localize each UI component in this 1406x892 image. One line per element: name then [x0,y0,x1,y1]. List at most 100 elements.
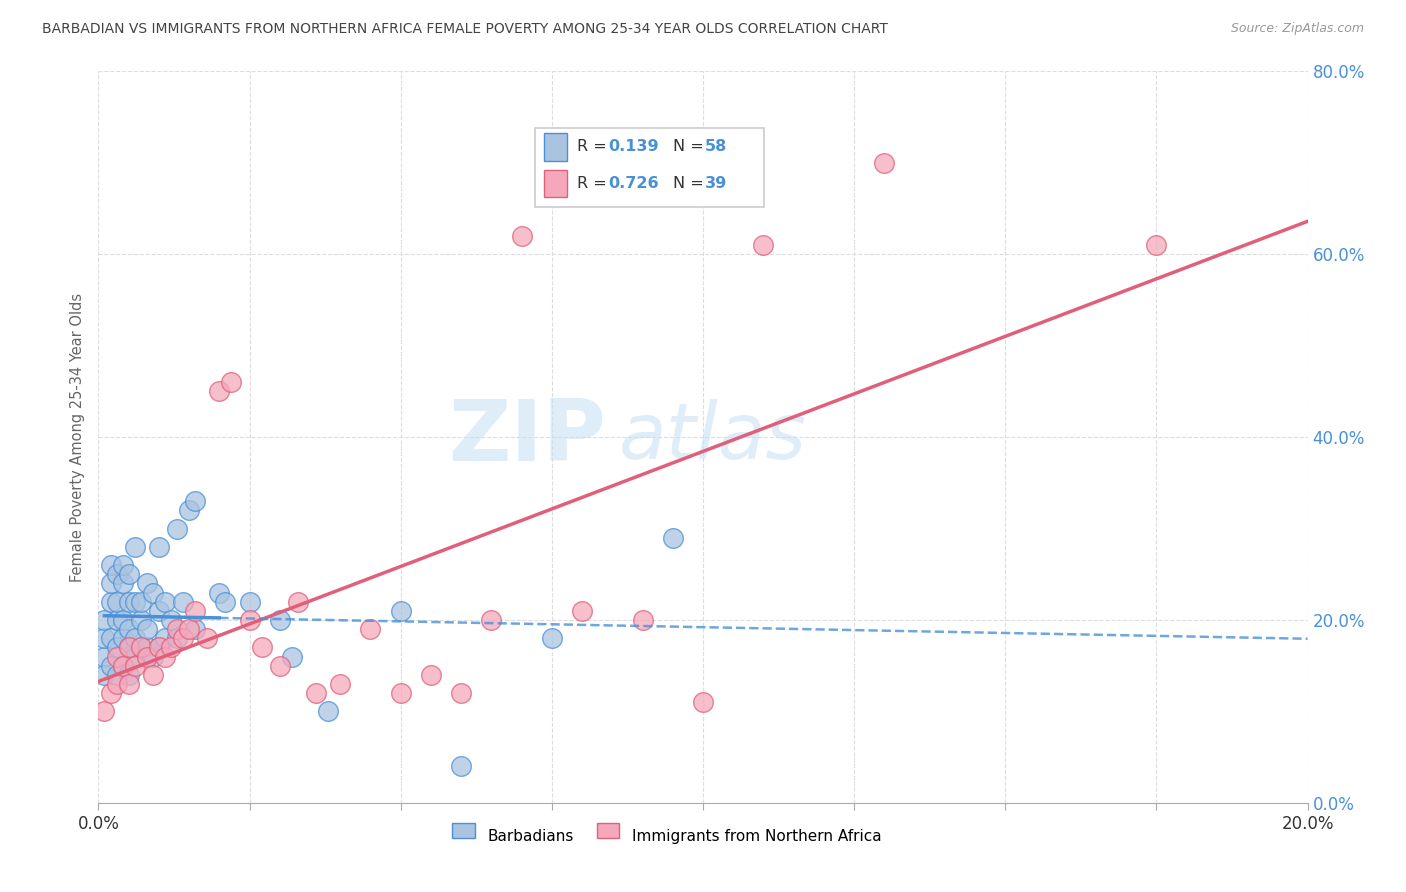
Point [118,640,141,655]
Point [148,640,170,655]
Point [93,632,115,646]
Point [111,658,134,673]
Point [111,632,134,646]
Text: Source: ZipAtlas.com: Source: ZipAtlas.com [1230,22,1364,36]
Point [166,622,188,636]
Point [269,658,291,673]
Point [389,604,412,618]
Point [510,229,533,244]
Text: N =: N = [672,139,709,154]
Point [124,649,146,664]
Point [118,677,141,691]
Point [195,632,218,646]
Point [160,613,183,627]
Text: ZIP: ZIP [449,395,606,479]
Point [135,649,157,664]
Point [124,594,146,608]
Point [692,695,714,709]
Point [105,613,128,627]
Point [179,622,201,636]
Point [100,632,122,646]
Point [184,604,207,618]
Point [93,705,115,719]
Text: N =: N = [672,176,709,191]
Point [420,667,443,681]
Point [281,649,304,664]
Point [142,649,165,664]
Point [129,640,152,655]
Point [1144,238,1167,252]
Point [287,594,309,608]
Point [93,613,115,627]
Point [111,576,134,591]
Point [118,667,141,681]
Point [124,632,146,646]
Point [389,686,412,700]
Point [184,622,207,636]
Point [148,604,170,618]
Legend: Barbadians, Immigrants from Northern Africa: Barbadians, Immigrants from Northern Afr… [446,822,887,850]
Point [305,686,328,700]
Point [135,576,157,591]
Point [269,613,291,627]
Point [166,521,188,535]
Point [93,667,115,681]
Text: R =: R = [576,176,612,191]
Point [208,585,231,599]
Point [450,686,472,700]
Point [481,613,503,627]
Point [239,613,262,627]
Point [93,649,115,664]
Point [153,594,176,608]
Point [752,238,775,252]
Point [100,576,122,591]
Point [105,677,128,691]
Point [105,667,128,681]
Point [172,594,194,608]
Point [129,640,152,655]
Point [111,558,134,573]
Text: R =: R = [576,139,612,154]
FancyBboxPatch shape [536,128,765,207]
Point [873,156,896,170]
Point [118,640,141,655]
Point [111,658,134,673]
Point [142,667,165,681]
Point [250,640,273,655]
Point [142,585,165,599]
Point [100,594,122,608]
Point [166,632,188,646]
Point [450,759,472,773]
Text: BARBADIAN VS IMMIGRANTS FROM NORTHERN AFRICA FEMALE POVERTY AMONG 25-34 YEAR OLD: BARBADIAN VS IMMIGRANTS FROM NORTHERN AF… [42,22,889,37]
Point [129,613,152,627]
Text: 58: 58 [704,139,727,154]
Point [124,540,146,554]
Point [148,640,170,655]
Point [148,540,170,554]
Point [631,613,654,627]
Point [153,649,176,664]
FancyBboxPatch shape [544,169,568,197]
Point [100,558,122,573]
Text: 0.139: 0.139 [609,139,659,154]
Point [124,658,146,673]
Point [172,632,194,646]
Text: 39: 39 [704,176,727,191]
Point [105,640,128,655]
Point [118,567,141,582]
Point [239,594,262,608]
Point [129,594,152,608]
Point [153,632,176,646]
FancyBboxPatch shape [544,133,568,161]
Point [360,622,382,636]
Point [329,677,352,691]
Point [135,622,157,636]
Point [100,686,122,700]
Point [571,604,593,618]
Point [540,632,562,646]
Point [105,594,128,608]
Point [221,375,243,389]
Text: atlas: atlas [619,399,806,475]
Point [208,384,231,399]
Point [179,503,201,517]
